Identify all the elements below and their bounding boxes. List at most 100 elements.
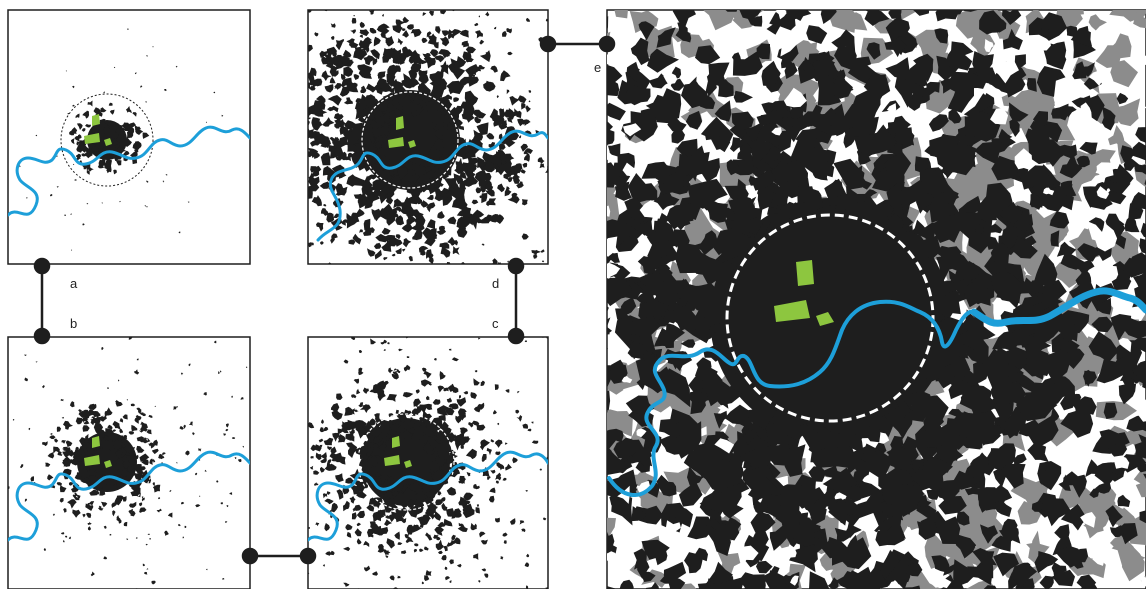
urban-patch: [1098, 429, 1122, 449]
urban-patch: [527, 428, 532, 432]
urban-patch: [322, 493, 328, 499]
urban-patch: [320, 152, 331, 166]
urban-patch: [437, 385, 445, 393]
urban-patch: [525, 490, 528, 492]
connectors: [33, 35, 616, 565]
secondary-urban-patch: [904, 570, 928, 589]
urban-patch: [72, 104, 75, 107]
urban-patch: [347, 140, 354, 151]
urban-patch: [842, 165, 863, 186]
urban-patch: [445, 576, 451, 581]
urban-patch: [435, 456, 446, 467]
urban-patch: [423, 55, 436, 69]
open-space-patch: [814, 0, 840, 8]
secondary-urban-patch: [1113, 98, 1141, 127]
urban-patch: [410, 417, 413, 422]
urban-patch: [340, 39, 345, 44]
urban-patch: [928, 114, 949, 132]
urban-patch: [176, 461, 178, 464]
urban-patch: [373, 36, 381, 47]
urban-patch: [522, 423, 529, 429]
urban-patch: [330, 405, 338, 412]
urban-patch: [332, 140, 342, 147]
urban-patch: [858, 151, 871, 165]
urban-patch: [82, 468, 88, 474]
urban-patch: [349, 496, 356, 504]
urban-patch: [462, 225, 467, 230]
urban-patch: [479, 195, 484, 199]
urban-patch: [425, 181, 435, 191]
urban-patch: [458, 395, 461, 399]
urban-patch: [103, 556, 108, 560]
urban-patch: [324, 523, 330, 532]
urban-patch: [505, 186, 510, 191]
urban-patch: [389, 494, 394, 501]
urban-patch: [412, 524, 422, 533]
urban-patch: [440, 10, 447, 15]
urban-patch: [1015, 165, 1050, 190]
urban-patch: [417, 516, 430, 526]
urban-patch: [729, 137, 743, 152]
urban-patch: [607, 428, 624, 450]
urban-patch: [299, 421, 304, 425]
urban-patch: [401, 180, 415, 193]
urban-patch: [346, 38, 355, 48]
urban-patch: [545, 167, 548, 173]
urban-patch: [182, 536, 184, 539]
urban-patch: [965, 70, 987, 89]
urban-patch: [395, 238, 403, 247]
urban-patch: [392, 20, 403, 34]
urban-patch: [425, 570, 432, 576]
urban-patch: [347, 59, 353, 66]
urban-patch: [136, 407, 142, 412]
urban-patch: [367, 248, 376, 257]
urban-patch: [101, 202, 103, 204]
open-space-patch: [607, 54, 612, 65]
urban-patch: [225, 423, 229, 428]
urban-patch: [459, 29, 469, 38]
urban-patch: [428, 256, 434, 264]
urban-patch: [372, 178, 387, 194]
open-space-patch: [1090, 537, 1114, 560]
urban-patch: [543, 269, 546, 271]
urban-patch: [142, 132, 150, 139]
urban-patch: [1133, 163, 1146, 175]
urban-patch: [751, 168, 776, 191]
urban-patch: [433, 178, 441, 188]
urban-patch: [221, 114, 224, 117]
urban-patch: [109, 109, 115, 115]
urban-patch: [402, 49, 414, 59]
urban-patch: [104, 158, 112, 171]
urban-patch: [422, 468, 433, 484]
urban-patch: [56, 426, 62, 432]
urban-patch: [834, 527, 851, 542]
urban-patch: [404, 205, 415, 216]
urban-patch: [299, 153, 303, 157]
urban-patch: [238, 459, 242, 463]
open-space-patch: [783, 87, 807, 108]
secondary-urban-patch: [607, 517, 616, 541]
urban-patch: [997, 443, 1016, 463]
urban-patch: [447, 123, 455, 128]
urban-patch: [931, 311, 945, 322]
urban-patch: [140, 85, 143, 88]
urban-patch: [453, 97, 459, 102]
urban-patch: [440, 95, 453, 111]
urban-patch: [467, 75, 479, 87]
urban-patch: [297, 90, 306, 97]
urban-patch: [677, 21, 688, 32]
urban-patch: [930, 213, 961, 243]
urban-patch: [87, 521, 92, 525]
urban-patch: [935, 10, 959, 22]
urban-patch: [402, 330, 406, 334]
open-space-patch: [771, 127, 782, 136]
urban-patch: [619, 579, 634, 589]
urban-patch: [680, 339, 696, 348]
urban-patch: [458, 496, 468, 507]
urban-patch: [308, 242, 312, 248]
urban-patch: [827, 577, 839, 589]
urban-patch: [318, 438, 324, 443]
urban-patch: [82, 111, 90, 119]
urban-patch: [1130, 192, 1146, 210]
urban-patch: [302, 37, 305, 41]
